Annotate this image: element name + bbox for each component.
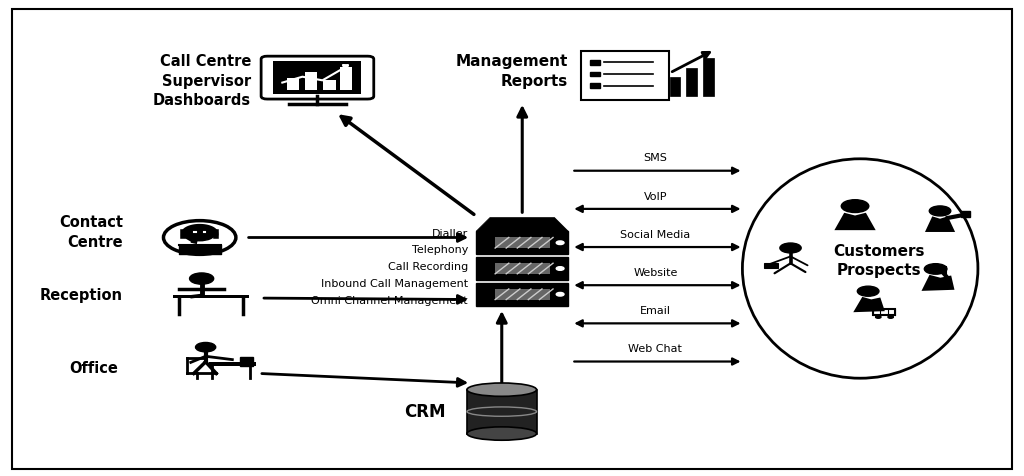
Circle shape <box>857 287 879 297</box>
Bar <box>476 283 568 306</box>
Circle shape <box>556 293 564 297</box>
Circle shape <box>842 200 868 213</box>
Bar <box>305 73 317 91</box>
Bar <box>590 61 600 65</box>
Text: Call Centre
Supervisor
Dashboards: Call Centre Supervisor Dashboards <box>153 54 251 108</box>
Polygon shape <box>925 217 955 232</box>
Text: Website: Website <box>633 268 678 277</box>
Bar <box>686 69 697 97</box>
Bar <box>764 264 778 268</box>
Bar <box>476 258 568 280</box>
Circle shape <box>196 343 216 352</box>
Bar <box>872 310 895 316</box>
Text: Customers
Prospects: Customers Prospects <box>833 243 925 278</box>
Bar <box>476 232 568 255</box>
FancyBboxPatch shape <box>12 10 1012 469</box>
Polygon shape <box>835 213 876 231</box>
Circle shape <box>556 241 564 245</box>
Circle shape <box>780 244 801 253</box>
Bar <box>273 62 361 95</box>
Bar <box>324 81 336 91</box>
Bar <box>495 238 550 249</box>
Bar <box>703 59 714 97</box>
Circle shape <box>556 267 564 271</box>
Bar <box>495 263 550 275</box>
Text: SMS: SMS <box>643 153 668 163</box>
Circle shape <box>189 273 214 285</box>
Ellipse shape <box>742 159 978 378</box>
Text: Dialler
Telephony
Call Recording
Inbound Call Management
Omni Channel Management: Dialler Telephony Call Recording Inbound… <box>311 228 468 305</box>
Polygon shape <box>476 218 568 232</box>
Bar <box>670 78 680 97</box>
Bar <box>467 390 537 434</box>
Bar <box>590 72 600 77</box>
Circle shape <box>876 316 881 318</box>
Polygon shape <box>922 275 954 291</box>
Text: VoIP: VoIP <box>644 191 667 201</box>
Ellipse shape <box>467 427 537 440</box>
Text: Management
Reports: Management Reports <box>456 54 568 89</box>
Text: Web Chat: Web Chat <box>629 344 682 353</box>
Bar <box>340 68 351 91</box>
Circle shape <box>925 264 947 275</box>
Text: Reception: Reception <box>40 288 123 303</box>
Bar <box>240 357 253 366</box>
Text: Office: Office <box>69 360 118 376</box>
Bar <box>288 79 299 91</box>
Bar <box>209 362 256 366</box>
Polygon shape <box>853 297 885 313</box>
Circle shape <box>930 207 950 217</box>
FancyBboxPatch shape <box>581 51 669 101</box>
Bar <box>938 268 945 273</box>
Bar <box>173 295 249 299</box>
Text: Email: Email <box>640 306 671 315</box>
Circle shape <box>888 316 893 318</box>
FancyBboxPatch shape <box>261 57 374 100</box>
Text: CRM: CRM <box>403 402 445 420</box>
Text: Contact
Centre: Contact Centre <box>59 215 123 249</box>
Circle shape <box>184 227 215 241</box>
Bar <box>961 211 970 218</box>
Ellipse shape <box>467 383 537 397</box>
Bar <box>495 289 550 300</box>
Bar <box>590 84 600 89</box>
Text: Social Media: Social Media <box>621 229 690 239</box>
